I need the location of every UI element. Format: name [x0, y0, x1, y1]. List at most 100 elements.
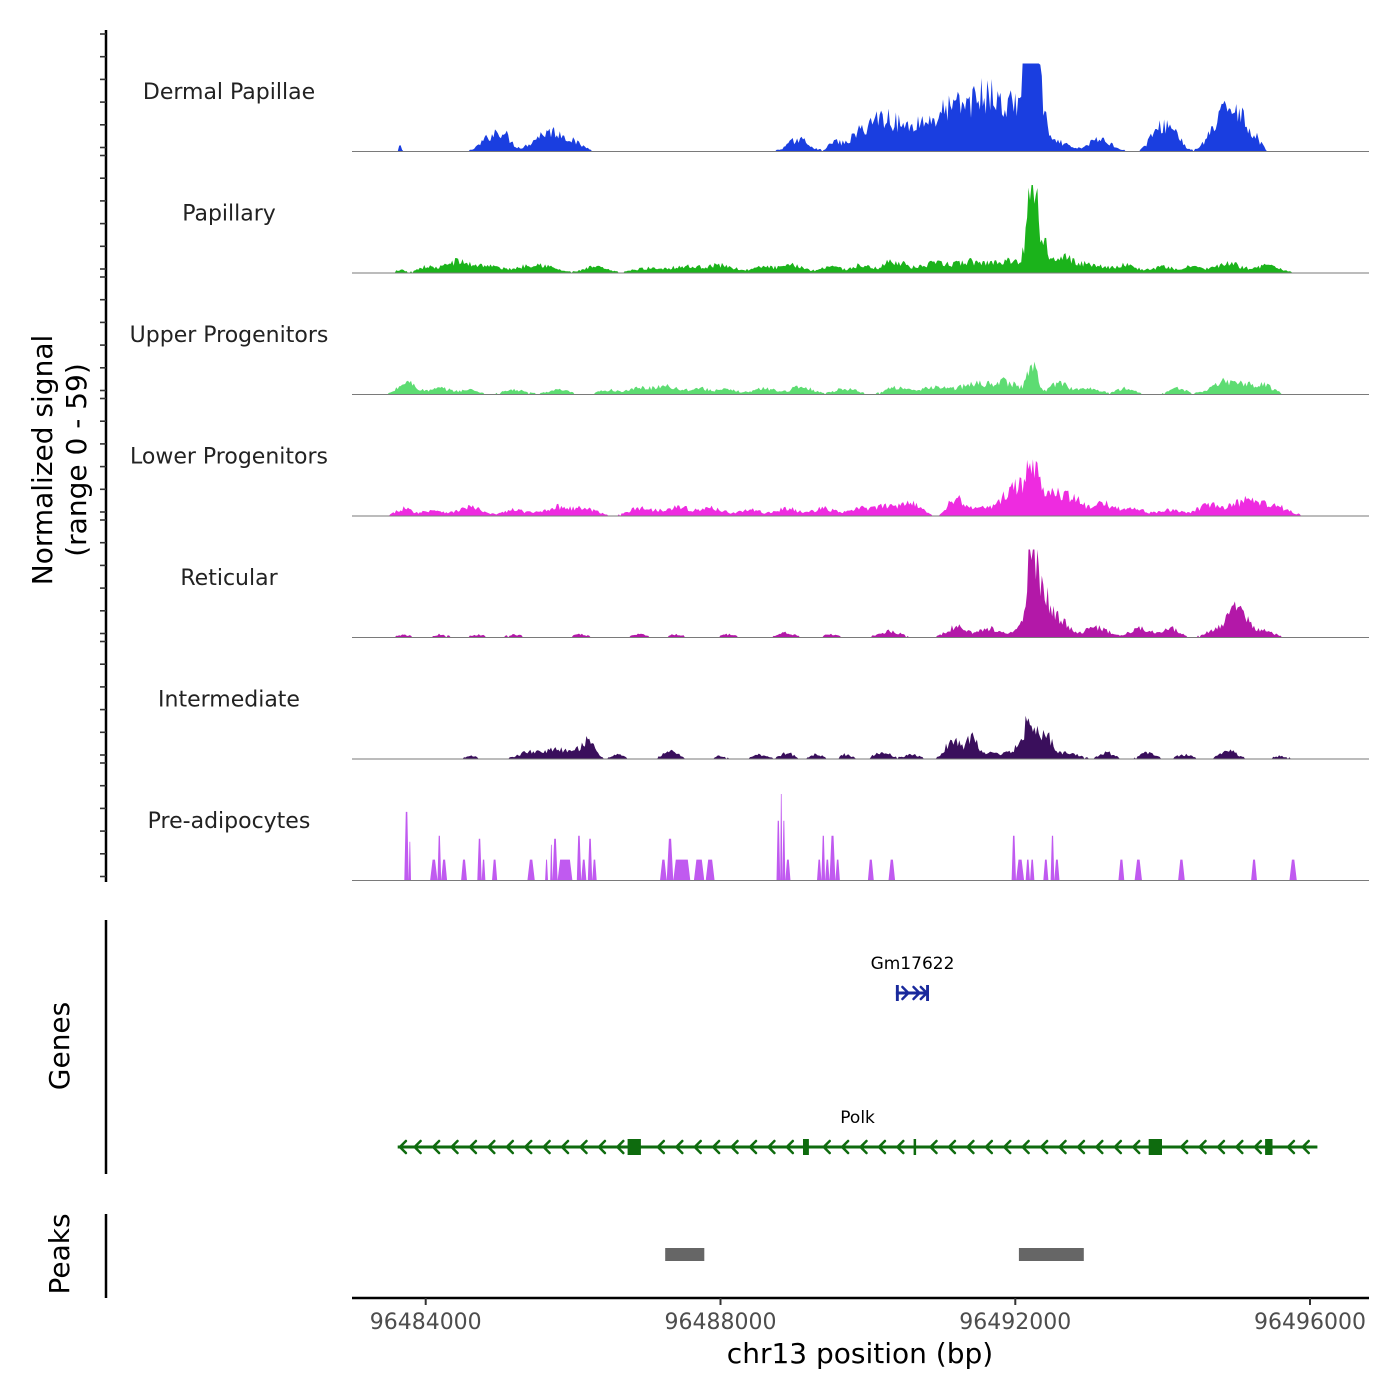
- strand-arrow: [468, 1139, 478, 1155]
- track-y-ticks: [100, 762, 106, 878]
- strand-arrow: [692, 1139, 702, 1155]
- signal-area: [404, 794, 1297, 881]
- track-y-ticks: [100, 640, 106, 756]
- x-tick-label: 96488000: [665, 1310, 777, 1335]
- strand-arrow: [1253, 1139, 1263, 1155]
- track-y-ticks: [100, 33, 106, 149]
- peak: [1018, 1248, 1084, 1261]
- track-label: Papillary: [182, 202, 276, 227]
- signal-area: [352, 63, 1318, 152]
- strand-arrow: [858, 1139, 868, 1155]
- track-pre-adipocytes: Pre-adipocytes: [148, 794, 1369, 881]
- signal-area: [352, 361, 1318, 395]
- track-label: Reticular: [180, 566, 278, 591]
- strand-arrow: [1020, 1139, 1030, 1155]
- x-tick-label: 96496000: [1254, 1310, 1366, 1335]
- strand-arrow: [1094, 1139, 1104, 1155]
- track-label: Lower Progenitors: [130, 445, 328, 470]
- peak: [665, 1248, 705, 1261]
- strand-arrow: [901, 985, 911, 1001]
- track-label: Dermal Papillae: [143, 80, 315, 105]
- strand-arrow: [785, 1139, 795, 1155]
- gene-track: Gm17622 Polk: [397, 954, 1318, 1155]
- strand-arrow: [928, 1139, 938, 1155]
- signal-area: [352, 185, 1318, 273]
- track-label: Pre-adipocytes: [148, 809, 311, 834]
- signal-area: [352, 459, 1318, 516]
- strand-arrow: [578, 1139, 588, 1155]
- gene-label: Polk: [840, 1108, 875, 1128]
- track-reticular: Reticular: [180, 549, 1369, 638]
- peaks-panel-label: Peaks: [43, 1213, 76, 1294]
- strand-arrow: [615, 1139, 625, 1155]
- y-axis-label-line1: Normalized signal: [26, 335, 59, 586]
- axes: 96484000 96488000 96492000 96496000: [100, 30, 1369, 1335]
- strand-arrow: [748, 1139, 758, 1155]
- track-lower-progenitors: Lower Progenitors: [130, 445, 1369, 517]
- strand-arrow: [449, 1139, 459, 1155]
- strand-arrow: [486, 1139, 496, 1155]
- track-dermal-papillae: Dermal Papillae: [143, 63, 1369, 152]
- strand-arrow: [821, 1139, 831, 1155]
- track-papillary: Papillary: [182, 185, 1369, 274]
- signal-area: [352, 549, 1318, 638]
- strand-arrow: [656, 1139, 666, 1155]
- strand-arrow: [965, 1139, 975, 1155]
- exon: [627, 1139, 641, 1155]
- strand-arrow: [1113, 1139, 1123, 1155]
- strand-arrow: [766, 1139, 776, 1155]
- exon: [895, 985, 899, 1001]
- strand-arrow: [711, 1139, 721, 1155]
- signal-area: [352, 715, 1318, 759]
- track-y-ticks: [100, 519, 106, 635]
- strand-arrow: [984, 1139, 994, 1155]
- strand-arrow: [1300, 1139, 1310, 1155]
- strand-arrow: [1197, 1139, 1207, 1155]
- strand-arrow: [398, 1139, 408, 1155]
- strand-arrow: [729, 1139, 739, 1155]
- strand-arrow: [412, 1139, 422, 1155]
- strand-arrow: [597, 1139, 607, 1155]
- track-y-ticks: [100, 154, 106, 270]
- strand-arrow: [1131, 1139, 1141, 1155]
- strand-arrow: [919, 985, 929, 1001]
- strand-arrow: [912, 985, 922, 1001]
- x-axis-label: chr13 position (bp): [727, 1337, 993, 1370]
- x-tick-label: 96492000: [959, 1310, 1071, 1335]
- exon: [913, 1139, 917, 1155]
- gene-gm17622: Gm17622: [871, 954, 955, 1001]
- genes-panel-label: Genes: [43, 1002, 76, 1090]
- peak-track: [665, 1248, 1084, 1261]
- strand-arrow: [560, 1139, 570, 1155]
- strand-arrow: [541, 1139, 551, 1155]
- strand-arrow: [523, 1139, 533, 1155]
- strand-arrow: [947, 1139, 957, 1155]
- strand-arrow: [1076, 1139, 1086, 1155]
- y-axis-label-line2: (range 0 - 59): [60, 363, 93, 557]
- strand-arrow: [1179, 1139, 1189, 1155]
- strand-arrow: [877, 1139, 887, 1155]
- track-y-ticks: [100, 276, 106, 392]
- strand-arrow: [1057, 1139, 1067, 1155]
- track-y-ticks: [100, 397, 106, 513]
- strand-arrow: [1286, 1139, 1296, 1155]
- strand-arrow: [505, 1139, 515, 1155]
- strand-arrow: [895, 1139, 905, 1155]
- exon: [1265, 1139, 1273, 1155]
- track-label: Upper Progenitors: [130, 323, 329, 348]
- strand-arrow: [1216, 1139, 1226, 1155]
- strand-arrow: [431, 1139, 441, 1155]
- gene-polk: Polk: [397, 1108, 1318, 1155]
- x-tick-label: 96484000: [370, 1310, 482, 1335]
- gene-label: Gm17622: [871, 954, 955, 974]
- strand-arrow: [840, 1139, 850, 1155]
- track-intermediate: Intermediate: [158, 688, 1369, 760]
- track-upper-progenitors: Upper Progenitors: [130, 323, 1369, 395]
- coverage-tracks: Dermal Papillae Papillary Upper Progenitor…: [130, 63, 1369, 881]
- track-label: Intermediate: [158, 688, 300, 713]
- strand-arrow: [674, 1139, 684, 1155]
- exon: [1148, 1139, 1162, 1155]
- exon: [803, 1139, 809, 1155]
- strand-arrow: [1002, 1139, 1012, 1155]
